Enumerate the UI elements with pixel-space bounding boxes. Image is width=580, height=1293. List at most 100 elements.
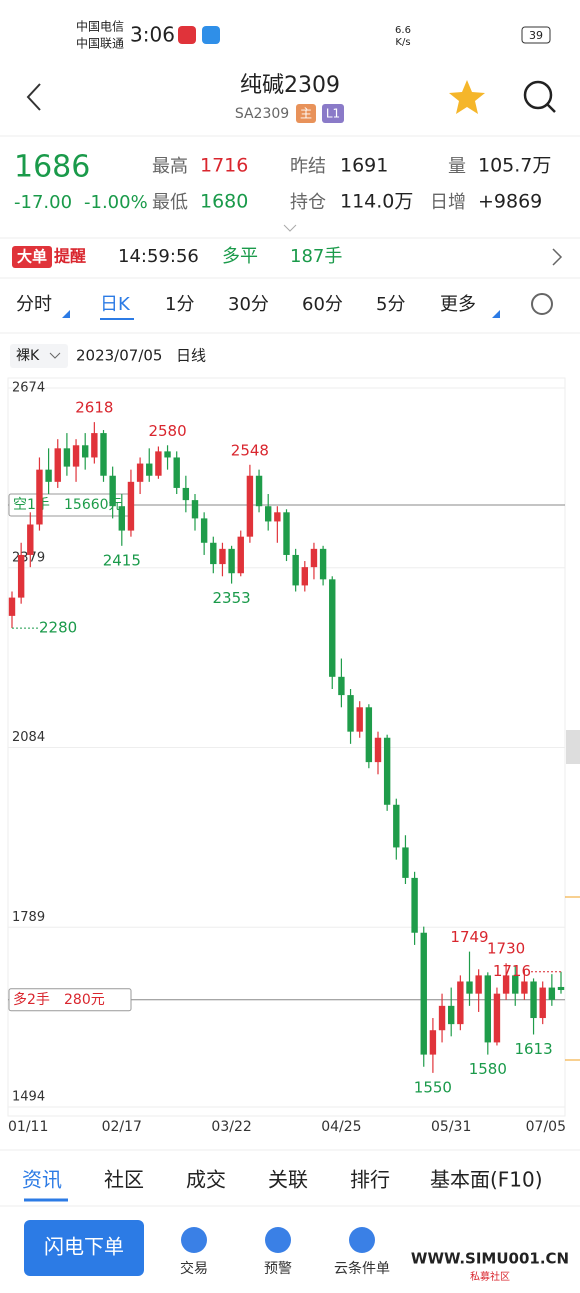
candle-body <box>301 567 309 586</box>
bar-item: 云条件单 <box>334 1260 390 1277</box>
contract-title: 纯碱2309 <box>240 73 340 98</box>
bar-icon[interactable] <box>181 1227 207 1253</box>
candle-body <box>484 975 492 1043</box>
bar-icon[interactable] <box>349 1227 375 1253</box>
change: -17.00 <box>14 192 72 213</box>
candle-body <box>393 804 400 848</box>
candle-body <box>17 554 25 598</box>
tag-text: 大单 <box>17 248 47 266</box>
candle-body <box>365 707 373 763</box>
y-tick-label: 2084 <box>12 730 45 745</box>
candle-body <box>338 676 345 696</box>
value: 1680 <box>200 191 248 213</box>
candle-body <box>292 554 299 586</box>
candle-body <box>383 737 391 805</box>
candle-body <box>502 975 510 994</box>
mode-select[interactable] <box>10 344 68 368</box>
expand[interactable] <box>283 224 297 232</box>
candle-body <box>146 463 153 476</box>
tag-text: 提醒 <box>54 247 86 266</box>
high-label: 1730 <box>487 940 525 958</box>
period-tab[interactable]: 60分 <box>302 294 343 315</box>
side-handle[interactable] <box>566 730 580 764</box>
position-label: 多2手 <box>13 991 50 1008</box>
candle-body <box>27 524 34 555</box>
back-button[interactable] <box>26 83 41 111</box>
app-icon <box>178 26 196 44</box>
badge-text: 主 <box>300 107 312 121</box>
bottom-tab[interactable]: 基本面(F10) <box>430 1168 543 1192</box>
candle-body <box>264 506 272 522</box>
candle-body <box>210 542 217 565</box>
watermark-name: 私募社区 <box>470 1270 510 1283</box>
change-pct: -1.00% <box>84 192 148 213</box>
watermark: WWW.SIMU001.CN <box>411 1250 569 1268</box>
carrier: 中国电信 <box>76 19 124 34</box>
label: 最低 <box>152 192 188 213</box>
candle-body <box>200 518 208 543</box>
candle-body <box>539 987 546 1019</box>
position-pnl: 280元 <box>64 992 105 1008</box>
bar-icon[interactable] <box>265 1227 291 1253</box>
candle-body <box>374 737 382 763</box>
candle-body <box>246 475 254 537</box>
contract-code: SA2309 <box>235 106 289 122</box>
period-tab[interactable]: 5分 <box>376 294 405 315</box>
favorite-button[interactable] <box>449 80 485 114</box>
candle-body <box>63 448 71 467</box>
period-tab[interactable]: 更多 <box>440 294 476 315</box>
value: 105.7万 <box>478 155 551 177</box>
order-action: 多平 <box>222 246 258 267</box>
value: 114.0万 <box>340 191 413 213</box>
candle-body <box>173 457 180 488</box>
bottom-tab[interactable]: 关联 <box>268 1168 308 1192</box>
candle-body <box>164 451 171 458</box>
candle-body <box>447 1005 455 1025</box>
candle-body <box>530 981 537 1019</box>
period-tab[interactable]: 分时 <box>16 294 52 315</box>
candle-body <box>91 433 98 458</box>
low-label: 1580 <box>469 1060 507 1078</box>
candle-body <box>319 548 327 580</box>
bottom-tab[interactable]: 社区 <box>104 1168 144 1192</box>
candle-body <box>237 536 244 574</box>
period-tab[interactable]: 30分 <box>228 294 269 315</box>
candle-body <box>429 1030 437 1055</box>
battery <box>521 26 551 44</box>
candle-body <box>466 981 473 994</box>
quick-order-button[interactable] <box>24 1220 144 1276</box>
candle-body <box>8 597 16 616</box>
high-label: 1749 <box>450 928 488 946</box>
order-size: 187手 <box>290 246 342 267</box>
search-handle <box>546 103 556 113</box>
bottom-tabs: 资讯 社区 成交 关联 排行 基本面(F10) <box>22 1168 543 1202</box>
bottom-tab[interactable]: 资讯 <box>22 1168 62 1192</box>
badge <box>322 104 344 123</box>
position-label: 空1手 <box>13 497 50 513</box>
clock: 3:06 <box>130 23 175 47</box>
bottom-tab[interactable]: 成交 <box>186 1168 226 1192</box>
tab-corner <box>492 310 500 318</box>
period-tab[interactable]: 日K <box>100 294 131 315</box>
search-button[interactable] <box>523 80 553 110</box>
dropdown <box>49 352 61 359</box>
badge <box>296 104 316 123</box>
net-speed-unit: K/s <box>395 37 410 48</box>
candle-body <box>475 975 482 994</box>
candle-body <box>228 548 235 574</box>
bar-item: 交易 <box>180 1260 208 1277</box>
app-icon <box>202 26 220 44</box>
bottom-tab[interactable]: 排行 <box>350 1168 390 1192</box>
battery-level: 39 <box>529 29 543 42</box>
candle-body <box>182 487 190 501</box>
more-button[interactable] <box>552 248 563 266</box>
settings-button[interactable] <box>531 293 553 315</box>
period-tab[interactable]: 1分 <box>165 294 194 315</box>
candle-body <box>329 579 336 677</box>
candle-body <box>118 506 126 531</box>
badge-text: L1 <box>326 107 340 121</box>
candle-body <box>347 695 354 732</box>
